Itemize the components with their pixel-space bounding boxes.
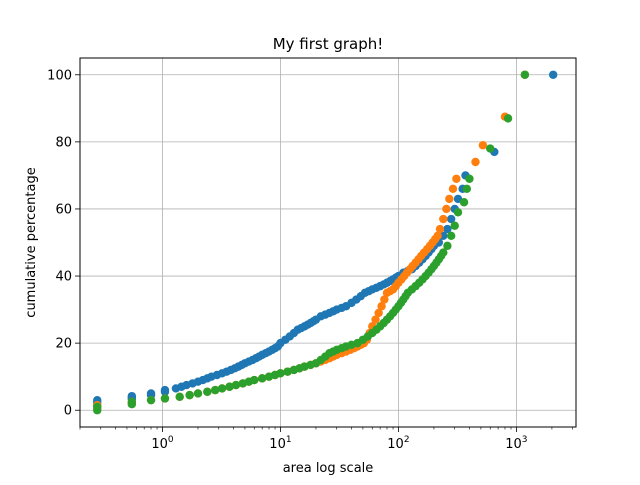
data-point bbox=[211, 385, 220, 395]
data-point bbox=[450, 221, 459, 230]
data-point bbox=[520, 70, 530, 79]
data-point bbox=[185, 390, 194, 400]
data-point bbox=[462, 184, 472, 194]
data-point bbox=[146, 389, 156, 398]
data-point bbox=[377, 302, 386, 311]
data-point bbox=[283, 367, 292, 376]
data-point bbox=[471, 157, 480, 167]
chart-title: My first graph! bbox=[273, 35, 384, 53]
data-point bbox=[448, 184, 458, 194]
series-layer bbox=[93, 70, 558, 415]
data-point bbox=[445, 194, 454, 204]
x-tick-label: 101 bbox=[269, 435, 291, 452]
y-tick-label: 40 bbox=[55, 270, 72, 285]
data-point bbox=[452, 174, 461, 183]
data-point bbox=[443, 224, 452, 234]
data-point bbox=[446, 214, 456, 224]
y-tick-label: 0 bbox=[64, 404, 72, 419]
data-point bbox=[371, 315, 380, 324]
y-tick-label: 20 bbox=[55, 337, 72, 352]
data-point bbox=[160, 394, 170, 403]
data-point bbox=[257, 374, 267, 383]
data-point bbox=[93, 402, 102, 412]
data-point bbox=[231, 380, 241, 390]
data-point bbox=[380, 295, 389, 304]
data-point bbox=[193, 389, 203, 398]
data-point bbox=[175, 392, 184, 402]
data-point bbox=[486, 144, 495, 153]
y-tick-label: 60 bbox=[55, 202, 72, 217]
data-point bbox=[146, 395, 156, 405]
x-tick-label: 100 bbox=[151, 435, 174, 452]
data-point bbox=[548, 70, 558, 79]
data-point bbox=[478, 141, 488, 150]
data-point bbox=[250, 375, 259, 385]
data-point bbox=[442, 204, 451, 214]
data-point bbox=[459, 198, 469, 207]
data-point bbox=[127, 397, 137, 407]
data-point bbox=[439, 214, 448, 224]
data-point bbox=[443, 241, 452, 251]
data-point bbox=[453, 208, 463, 217]
x-tick-label: 103 bbox=[505, 435, 527, 452]
data-point bbox=[217, 384, 227, 393]
data-point bbox=[276, 369, 285, 378]
data-point bbox=[433, 231, 442, 240]
data-point bbox=[446, 231, 456, 240]
data-point bbox=[374, 308, 383, 318]
axis-layer: 100 101 102 103 0 20 40 60 80 100 bbox=[47, 68, 573, 452]
series-3 bbox=[93, 70, 530, 415]
data-point bbox=[465, 174, 474, 183]
y-tick-label: 100 bbox=[47, 68, 72, 83]
x-axis-label: area log scale bbox=[283, 461, 374, 476]
plot-frame bbox=[79, 57, 577, 428]
data-point bbox=[439, 248, 448, 257]
x-tick-label: 102 bbox=[387, 435, 409, 452]
y-axis-label: cumulative percentage bbox=[24, 167, 39, 317]
data-point bbox=[503, 114, 513, 123]
grid-lines bbox=[80, 58, 576, 427]
data-point bbox=[203, 387, 212, 396]
data-point bbox=[225, 382, 234, 391]
y-tick-label: 80 bbox=[55, 135, 72, 150]
data-point bbox=[435, 224, 445, 234]
data-point bbox=[160, 385, 170, 395]
plot-area bbox=[80, 58, 576, 427]
